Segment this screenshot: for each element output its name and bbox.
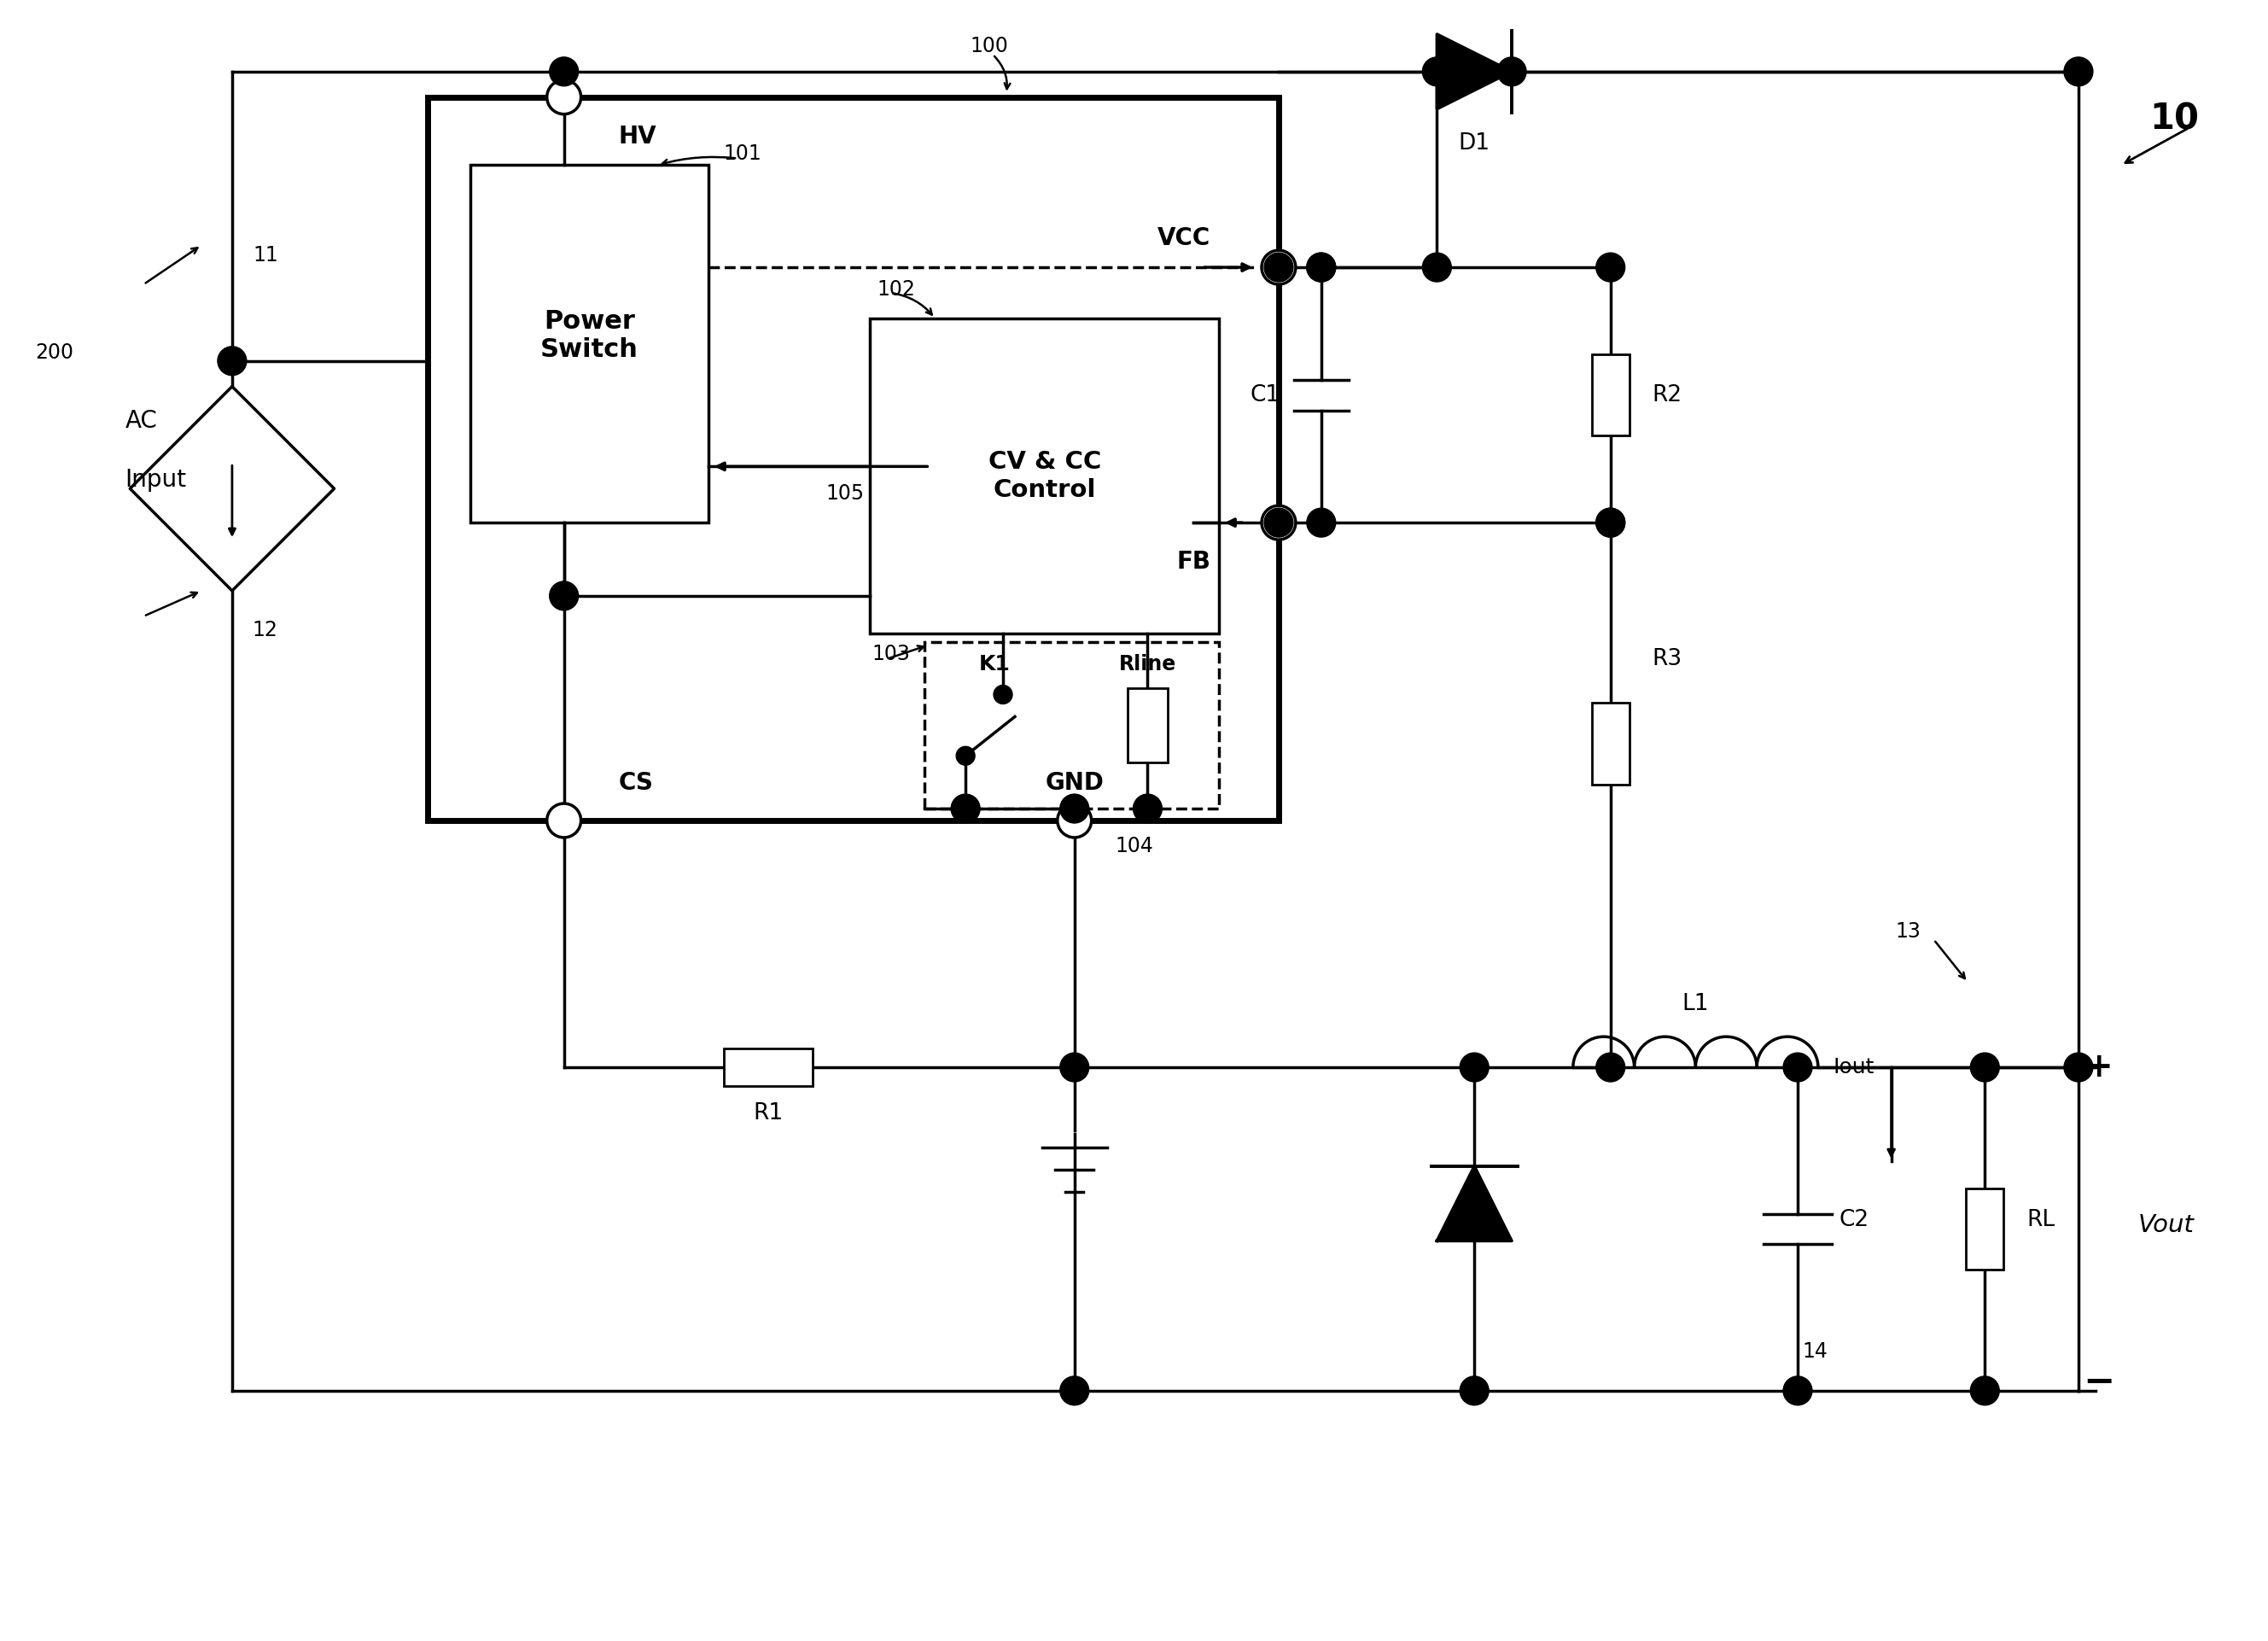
Text: R1: R1: [753, 1103, 782, 1124]
Circle shape: [950, 794, 980, 824]
Circle shape: [1306, 509, 1336, 537]
Polygon shape: [1438, 1167, 1513, 1241]
Text: FB: FB: [1177, 550, 1211, 574]
Circle shape: [1306, 253, 1336, 282]
Text: 101: 101: [723, 143, 762, 164]
Text: 100: 100: [971, 36, 1009, 56]
Bar: [871, 318, 1220, 633]
Circle shape: [549, 57, 578, 85]
Circle shape: [1059, 1377, 1089, 1405]
Circle shape: [1422, 57, 1452, 85]
Circle shape: [547, 804, 581, 837]
Text: CS: CS: [619, 771, 653, 794]
Text: R2: R2: [1651, 384, 1681, 405]
Circle shape: [1971, 1054, 2000, 1081]
Text: L1: L1: [1683, 993, 1710, 1016]
Bar: [1966, 1188, 2003, 1270]
Circle shape: [218, 346, 247, 376]
Bar: [469, 166, 708, 522]
Circle shape: [2064, 57, 2093, 85]
Circle shape: [1306, 253, 1336, 282]
Circle shape: [1263, 253, 1293, 282]
Bar: [723, 1049, 812, 1086]
Text: 13: 13: [1896, 921, 1921, 942]
Circle shape: [1134, 794, 1161, 824]
Text: Rline: Rline: [1118, 653, 1177, 674]
Text: 11: 11: [252, 245, 279, 266]
Circle shape: [1597, 509, 1624, 537]
Text: 105: 105: [826, 484, 864, 504]
Text: 10: 10: [2150, 102, 2200, 138]
Circle shape: [2064, 1054, 2093, 1081]
Circle shape: [993, 686, 1012, 704]
Circle shape: [1059, 794, 1089, 824]
Text: 103: 103: [871, 643, 909, 665]
Circle shape: [957, 747, 975, 765]
Circle shape: [547, 80, 581, 115]
Text: Power
Switch: Power Switch: [540, 309, 640, 363]
Polygon shape: [1438, 34, 1513, 108]
Circle shape: [1261, 251, 1295, 284]
Circle shape: [1783, 1054, 1812, 1081]
Text: 200: 200: [36, 343, 75, 363]
Text: Input: Input: [125, 468, 186, 492]
Circle shape: [1461, 1377, 1488, 1405]
Text: 102: 102: [878, 279, 914, 300]
Circle shape: [1597, 1054, 1624, 1081]
Text: C1: C1: [1250, 384, 1279, 405]
Circle shape: [1597, 509, 1624, 537]
Circle shape: [1597, 253, 1624, 282]
Text: GND: GND: [1046, 771, 1105, 794]
Circle shape: [1263, 509, 1293, 537]
Text: C2: C2: [1839, 1209, 1869, 1232]
Text: −: −: [2082, 1364, 2114, 1400]
Circle shape: [1057, 804, 1091, 837]
Text: RL: RL: [2028, 1209, 2055, 1232]
Text: VCC: VCC: [1157, 226, 1211, 251]
Bar: [1592, 354, 1628, 437]
Text: 14: 14: [1803, 1341, 1828, 1362]
Text: D1: D1: [1458, 131, 1490, 154]
Text: Vout: Vout: [2139, 1214, 2193, 1237]
Circle shape: [1261, 505, 1295, 540]
Text: R3: R3: [1651, 648, 1681, 670]
Text: D2: D2: [1458, 1209, 1490, 1232]
Circle shape: [1422, 253, 1452, 282]
Circle shape: [549, 581, 578, 610]
Circle shape: [1461, 1054, 1488, 1081]
Bar: [1592, 702, 1628, 784]
Text: +: +: [2084, 1052, 2114, 1083]
Text: HV: HV: [619, 125, 655, 148]
Text: K1: K1: [980, 653, 1009, 674]
Text: AC: AC: [125, 409, 156, 433]
Bar: [429, 97, 1279, 820]
Circle shape: [1783, 1377, 1812, 1405]
Circle shape: [1497, 57, 1526, 85]
Bar: [1127, 688, 1168, 763]
Circle shape: [1059, 1054, 1089, 1081]
Text: 104: 104: [1116, 835, 1152, 857]
Bar: [925, 642, 1220, 809]
Text: CV & CC
Control: CV & CC Control: [989, 450, 1100, 502]
Text: Iout: Iout: [1833, 1057, 1873, 1078]
Circle shape: [1971, 1377, 2000, 1405]
Text: 12: 12: [252, 620, 279, 640]
Polygon shape: [129, 387, 333, 591]
